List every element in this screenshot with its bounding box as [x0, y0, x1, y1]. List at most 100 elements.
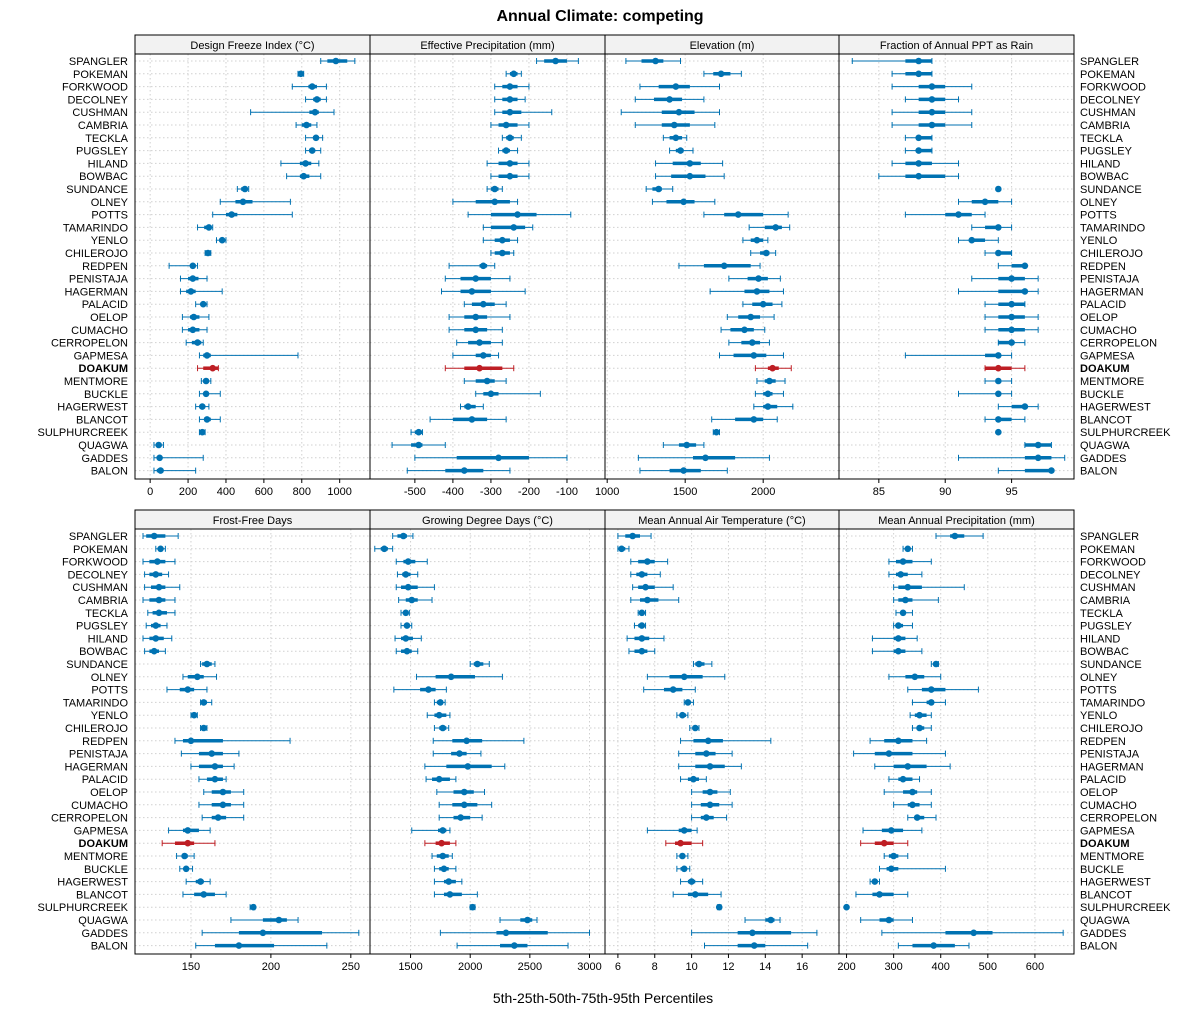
soil-label-right: CHILEROJO [1080, 723, 1143, 735]
data-mark [878, 172, 959, 180]
data-mark [893, 801, 932, 809]
soil-label-right: CUSHMAN [1080, 107, 1136, 119]
median-point [311, 108, 319, 116]
median-point [435, 711, 443, 719]
data-mark [410, 428, 423, 436]
median-point [502, 929, 510, 937]
soil-label-left: DOAKUM [79, 838, 129, 850]
data-mark [498, 147, 519, 154]
data-mark [851, 57, 933, 65]
median-point [1034, 454, 1042, 462]
data-mark [463, 300, 507, 308]
median-point [506, 83, 514, 90]
data-mark [395, 647, 419, 655]
median-point [679, 711, 686, 719]
soil-label-left: SUNDANCE [66, 659, 128, 671]
median-point [181, 852, 188, 860]
median-point [734, 211, 742, 218]
median-point [219, 788, 227, 796]
median-point [928, 108, 936, 116]
data-mark [897, 942, 970, 949]
data-mark [198, 416, 221, 423]
median-point [677, 839, 684, 847]
data-mark [676, 711, 689, 719]
x-tick-label: 200 [179, 486, 197, 498]
data-mark [633, 622, 647, 629]
median-point [638, 647, 646, 655]
data-mark [630, 558, 669, 565]
panel: Design Freeze Index (°C) 0 200 400 600 800 100… [134, 34, 371, 498]
data-mark [197, 364, 219, 372]
median-point [203, 416, 211, 423]
data-mark [665, 839, 704, 847]
data-mark [683, 699, 694, 706]
data-mark [179, 865, 194, 873]
soil-label-left: OELOP [90, 787, 128, 799]
soil-label-right: CUMACHO [1080, 800, 1137, 812]
data-mark [433, 724, 450, 732]
data-mark [891, 70, 933, 78]
data-mark [639, 467, 728, 474]
soil-label-right: YENLO [1080, 710, 1118, 722]
x-tick-label: 1000 [327, 486, 351, 498]
panel-strip-label: Fraction of Annual PPT as Rain [880, 40, 1033, 52]
soil-label-right: HAGERWEST [1080, 402, 1151, 414]
median-point [152, 571, 160, 578]
data-mark [444, 275, 511, 282]
data-mark [639, 83, 721, 90]
x-tick-label: 90 [939, 486, 951, 498]
data-mark [971, 275, 1039, 282]
median-point [670, 121, 678, 129]
median-point [249, 903, 257, 911]
data-mark [305, 147, 322, 154]
data-mark [655, 172, 725, 180]
median-point [198, 403, 206, 410]
data-mark [879, 865, 946, 873]
soil-label-left: REDPEN [82, 261, 128, 273]
median-point [510, 224, 518, 231]
data-mark [711, 416, 778, 423]
data-mark [486, 185, 503, 193]
median-point [691, 724, 699, 732]
soil-label-right: BUCKLE [1080, 389, 1124, 401]
data-mark [490, 121, 530, 129]
panel-strip-label: Mean Annual Precipitation (mm) [878, 515, 1035, 527]
data-mark [997, 467, 1055, 474]
median-point [457, 814, 464, 821]
median-point [759, 300, 767, 308]
soil-label-right: FORKWOOD [1080, 557, 1146, 569]
soil-label-left: YENLO [91, 235, 129, 247]
soil-label-right: CAMBRIA [1080, 595, 1131, 607]
median-point [928, 96, 936, 103]
median-point [887, 827, 895, 834]
median-point [202, 377, 210, 385]
median-point [403, 622, 411, 629]
data-mark [439, 929, 590, 937]
data-mark [438, 814, 483, 821]
data-mark [215, 236, 227, 244]
median-point [155, 609, 163, 617]
median-point [970, 929, 977, 937]
soil-label-right: POTTS [1080, 685, 1117, 697]
soil-label-right: POKEMAN [1080, 69, 1135, 81]
data-mark [643, 686, 696, 693]
soil-label-left: PENISTAJA [69, 274, 129, 286]
soil-label-right: REDPEN [1080, 736, 1126, 748]
median-point [211, 775, 219, 783]
soil-label-right: YENLO [1080, 235, 1118, 247]
soil-label-left: SULPHURCREEK [38, 902, 129, 914]
soil-label-left: SPANGLER [69, 531, 128, 543]
median-point [618, 545, 625, 553]
data-mark [230, 916, 299, 924]
data-mark [305, 134, 324, 142]
panel-frame [838, 528, 1075, 955]
data-mark [168, 262, 199, 270]
data-mark [400, 609, 410, 617]
data-mark [469, 903, 476, 911]
median-point [995, 364, 1002, 372]
data-mark [709, 288, 784, 295]
median-point [297, 70, 305, 78]
median-point [194, 673, 201, 681]
soil-label-right: CHILEROJO [1080, 248, 1143, 260]
median-point [259, 929, 267, 937]
